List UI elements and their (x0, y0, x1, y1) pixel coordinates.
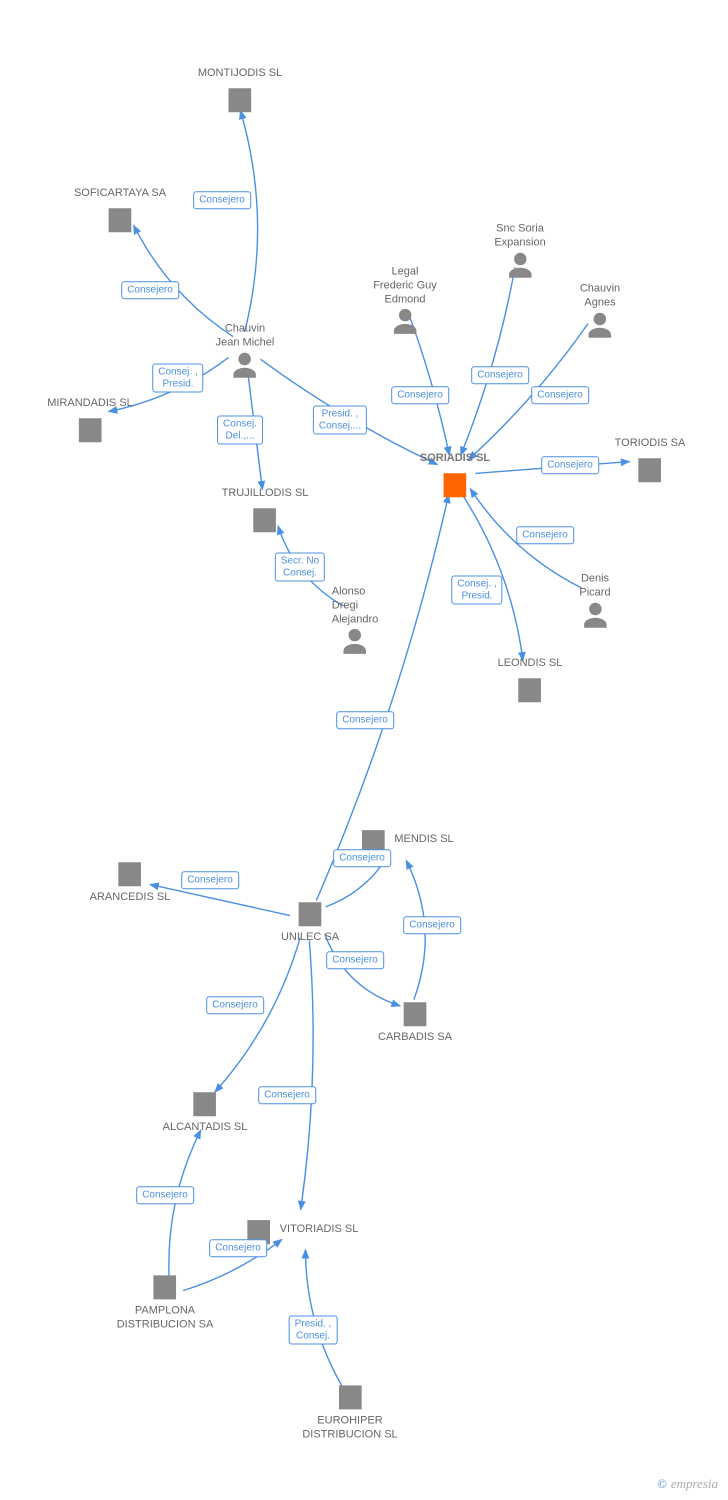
edge-label[interactable]: Consejero (516, 526, 574, 544)
node-label: Legal Frederic Guy Edmond (373, 265, 437, 306)
edge-label[interactable]: Consej. , Presid. (451, 576, 502, 605)
node-label: UNILEC SA (281, 931, 339, 945)
edge-pamplona-alcantadis (169, 1130, 201, 1280)
edge-label[interactable]: Consejero (336, 711, 394, 729)
node-chauvin_jm[interactable]: Chauvin Jean Michel (216, 320, 275, 380)
company-icon (188, 1085, 222, 1119)
edge-label[interactable]: Consejero (209, 1239, 267, 1257)
edge-chauvin_jm-montijodis (240, 110, 257, 332)
node-pamplona[interactable]: PAMPLONA DISTRIBUCION SA (117, 1268, 214, 1332)
node-legal_frederic[interactable]: Legal Frederic Guy Edmond (373, 263, 437, 336)
company-icon (513, 671, 547, 705)
edge-label[interactable]: Consej. Del.,... (217, 416, 263, 445)
edge-unilec-vitoriadis (301, 940, 313, 1209)
edge-unilec-alcantadis (215, 938, 300, 1092)
company-icon (438, 466, 472, 500)
company-icon (248, 501, 282, 535)
node-carbadis[interactable]: CARBADIS SA (378, 995, 452, 1045)
node-montijodis[interactable]: MONTIJODIS SL (198, 65, 282, 115)
node-label: Denis Picard (579, 572, 610, 600)
node-toriodis[interactable]: TORIODIS SA (615, 435, 686, 485)
person-icon (340, 627, 370, 657)
node-label: MONTIJODIS SL (198, 67, 282, 81)
node-soficartaya[interactable]: SOFICARTAYA SA (74, 185, 166, 235)
edge-unilec-arancedis (150, 884, 290, 915)
node-label: LEONDIS SL (498, 657, 563, 671)
node-label: SOFICARTAYA SA (74, 187, 166, 201)
network-diagram: MONTIJODIS SL SOFICARTAYA SA Snc Soria E… (0, 0, 728, 1500)
edge-label[interactable]: Consej. , Presid. (152, 364, 203, 393)
edge-label[interactable]: Consejero (471, 366, 529, 384)
node-label: SORIADIS SL (420, 452, 490, 466)
node-label: CARBADIS SA (378, 1031, 452, 1045)
node-snc_soria[interactable]: Snc Soria Expansion (494, 220, 545, 280)
node-unilec[interactable]: UNILEC SA (281, 895, 339, 945)
edge-label[interactable]: Consejero (391, 386, 449, 404)
edge-label[interactable]: Consejero (541, 456, 599, 474)
node-label: TORIODIS SA (615, 437, 686, 451)
node-label: ARANCEDIS SL (90, 891, 171, 905)
edge-label[interactable]: Presid. , Consej.... (313, 406, 367, 435)
node-label: TRUJILLODIS SL (222, 487, 309, 501)
node-denis_picard[interactable]: Denis Picard (579, 570, 610, 630)
edge-label[interactable]: Consejero (403, 916, 461, 934)
node-label: Chauvin Jean Michel (216, 322, 275, 350)
edge-label[interactable]: Consejero (206, 996, 264, 1014)
node-soriadis[interactable]: SORIADIS SL (420, 450, 490, 500)
node-mirandadis[interactable]: MIRANDADIS SL (47, 395, 133, 445)
node-label: Alonso Dregi Alejandro (332, 585, 378, 626)
company-icon (73, 411, 107, 445)
watermark: © empresia (657, 1476, 718, 1492)
node-eurohiper[interactable]: EUROHIPER DISTRIBUCION SL (302, 1378, 397, 1442)
company-icon (398, 995, 432, 1029)
node-leondis[interactable]: LEONDIS SL (498, 655, 563, 705)
node-label: EUROHIPER DISTRIBUCION SL (302, 1414, 397, 1442)
edge-label[interactable]: Consejero (136, 1186, 194, 1204)
node-label: Chauvin Agnes (580, 282, 620, 310)
node-label: MENDIS SL (394, 833, 453, 847)
node-alonso[interactable]: Alonso Dregi Alejandro (332, 583, 378, 656)
person-icon (580, 600, 610, 630)
watermark-text: empresia (671, 1476, 718, 1491)
person-icon (585, 310, 615, 340)
edge-label[interactable]: Consejero (326, 951, 384, 969)
node-label: PAMPLONA DISTRIBUCION SA (117, 1304, 214, 1332)
node-label: Snc Soria Expansion (494, 222, 545, 250)
edge-label[interactable]: Consejero (193, 191, 251, 209)
edge-snc_soria-soriadis (461, 267, 515, 455)
company-icon (113, 855, 147, 889)
node-label: MIRANDADIS SL (47, 397, 133, 411)
company-icon (293, 895, 327, 929)
person-icon (505, 250, 535, 280)
company-icon (633, 451, 667, 485)
company-icon (148, 1268, 182, 1302)
node-chauvin_agnes[interactable]: Chauvin Agnes (580, 280, 620, 340)
edge-label[interactable]: Consejero (531, 386, 589, 404)
node-trujillodis[interactable]: TRUJILLODIS SL (222, 485, 309, 535)
edge-label[interactable]: Consejero (258, 1086, 316, 1104)
node-label: ALCANTADIS SL (163, 1121, 248, 1135)
person-icon (230, 350, 260, 380)
person-icon (390, 307, 420, 337)
edge-label[interactable]: Secr. No Consej. (275, 553, 325, 582)
copyright-symbol: © (657, 1476, 667, 1491)
node-arancedis[interactable]: ARANCEDIS SL (90, 855, 171, 905)
company-icon (103, 201, 137, 235)
node-label: VITORIADIS SL (280, 1223, 359, 1237)
edge-label[interactable]: Presid. , Consej. (289, 1316, 338, 1345)
company-icon (223, 81, 257, 115)
company-icon (333, 1378, 367, 1412)
edge-label[interactable]: Consejero (181, 871, 239, 889)
edge-label[interactable]: Consejero (333, 849, 391, 867)
node-alcantadis[interactable]: ALCANTADIS SL (163, 1085, 248, 1135)
edge-label[interactable]: Consejero (121, 281, 179, 299)
